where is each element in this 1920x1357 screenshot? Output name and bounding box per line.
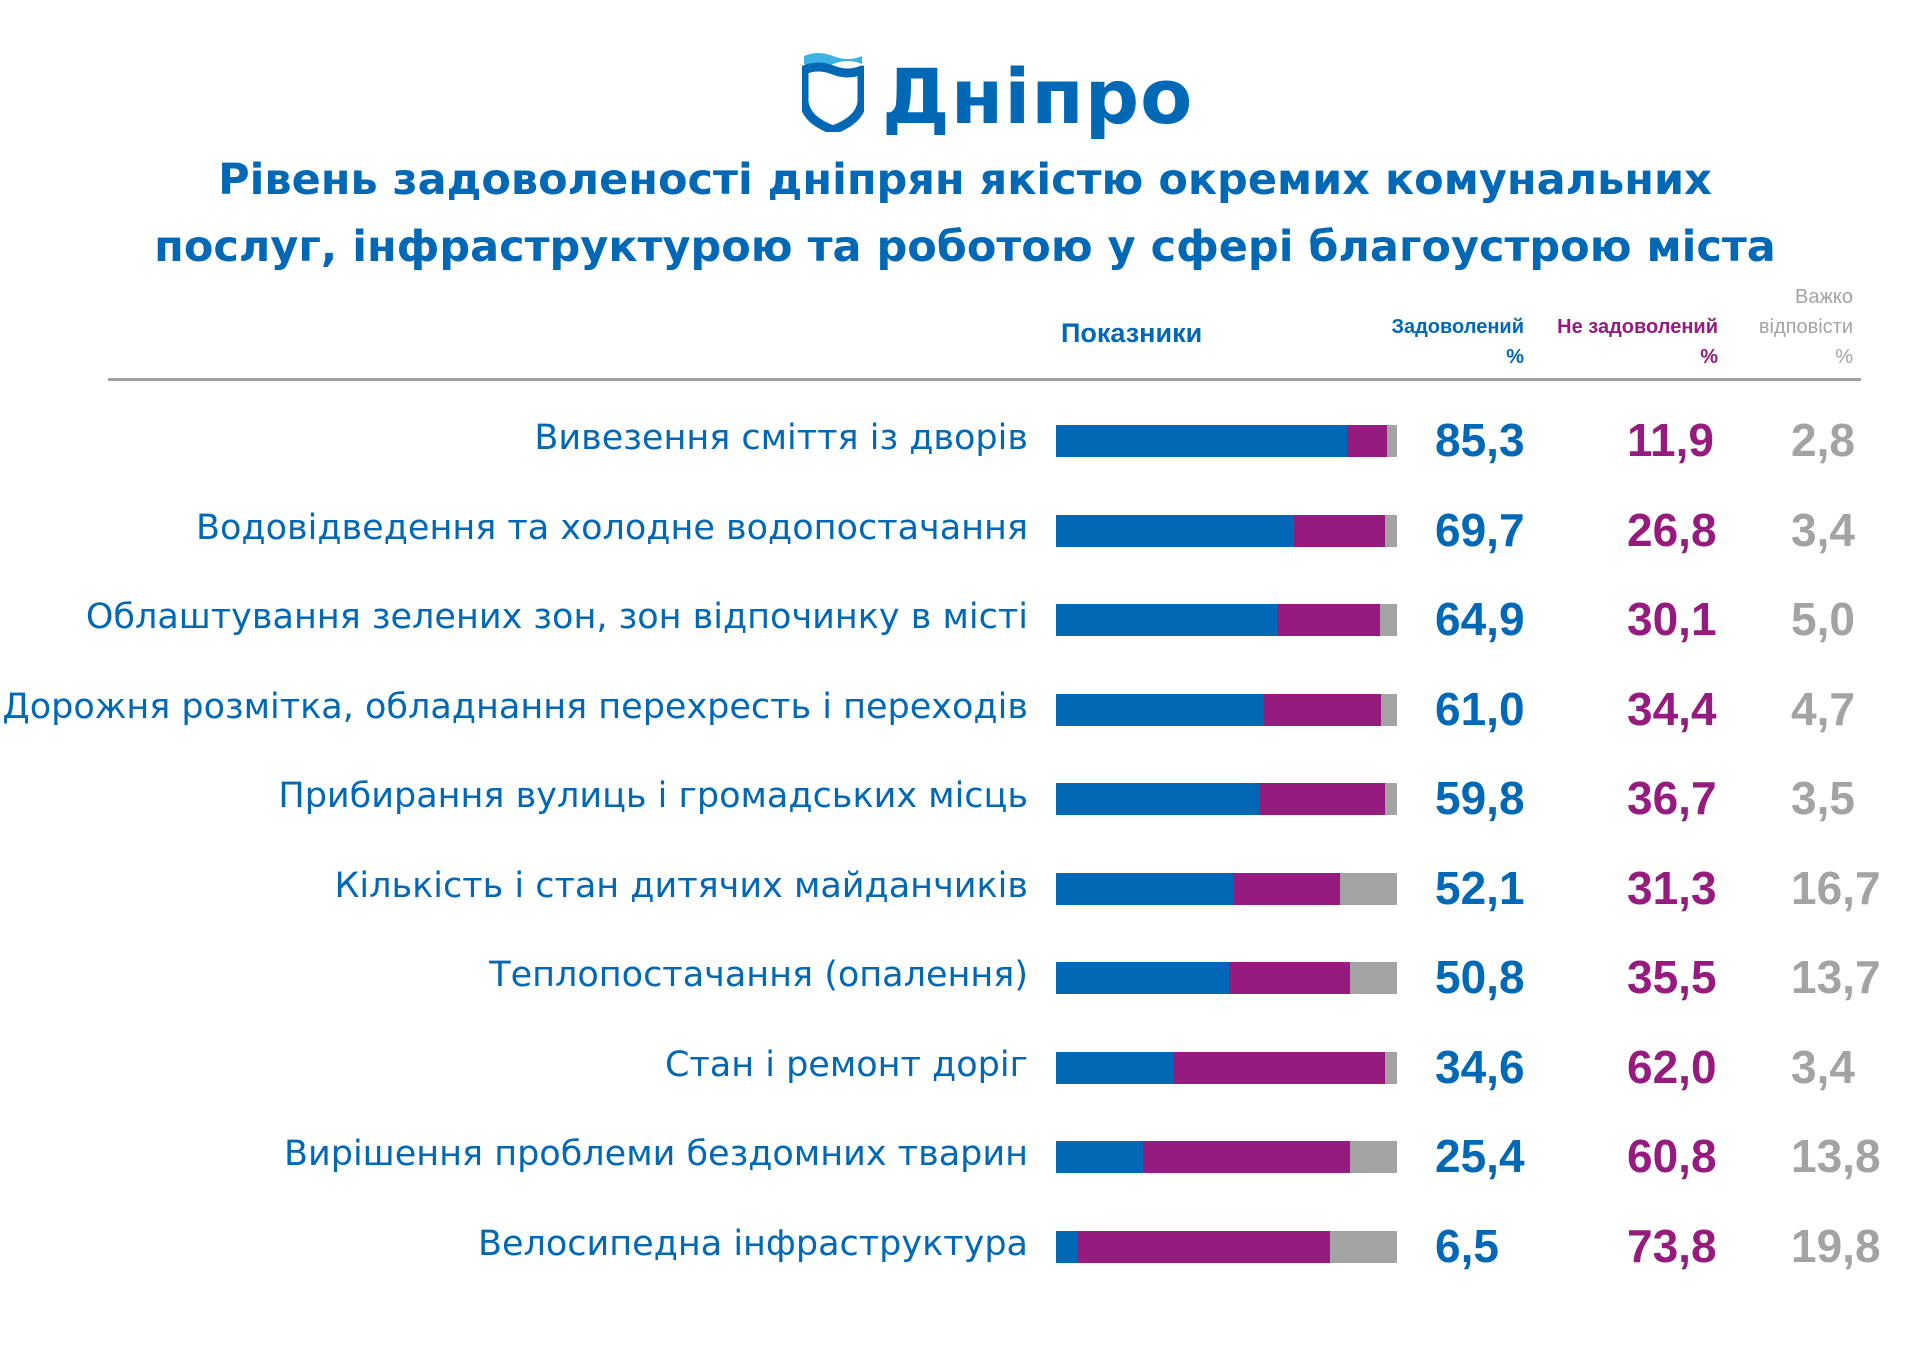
bar-segment-unsatisfied (1346, 425, 1388, 457)
stacked-bar (1056, 783, 1397, 815)
chart-title-line-1: Рівень задоволеності дніпрян якістю окре… (218, 155, 1712, 205)
bar-segment-satisfied (1056, 1230, 1079, 1263)
data-label-satisfied: 50,8 (1435, 951, 1525, 1003)
data-label-satisfied: 85,3 (1435, 414, 1525, 466)
category-label: Кількість і стан дитячих майданчиків (334, 865, 1028, 906)
data-label-hard-to-answer: 13,8 (1791, 1130, 1881, 1182)
column-header-unsatisfied: Не задоволений % (1557, 312, 1718, 372)
column-header-hard-to-answer: Важко відповісти % (1759, 282, 1853, 372)
bar-segment-hard-to-answer (1387, 425, 1397, 457)
data-label-hard-to-answer: 3,4 (1791, 503, 1855, 556)
data-label-satisfied: 59,8 (1435, 772, 1525, 824)
bar-segment-unsatisfied (1277, 604, 1380, 636)
dnipro-shield-logo-icon (802, 53, 864, 132)
bar-segment-satisfied (1056, 1051, 1174, 1084)
bar-segment-satisfied (1056, 1141, 1143, 1173)
data-label-satisfied: 64,9 (1435, 593, 1525, 645)
column-header-hard-name-line-2: відповісти (1758, 316, 1853, 338)
bar-segment-hard-to-answer (1340, 872, 1397, 905)
category-label: Стан і ремонт доріг (664, 1044, 1028, 1085)
bar-segment-unsatisfied (1263, 693, 1381, 726)
bar-segment-hard-to-answer (1379, 604, 1397, 636)
bar-segment-unsatisfied (1259, 783, 1386, 815)
data-label-satisfied: 52,1 (1435, 861, 1525, 914)
data-label-unsatisfied: 26,8 (1627, 503, 1717, 556)
data-label-hard-to-answer: 2,8 (1791, 414, 1855, 466)
bar-segment-satisfied (1056, 872, 1234, 905)
stacked-bar (1056, 604, 1397, 636)
bar-segment-hard-to-answer (1349, 1141, 1397, 1173)
bar-segment-hard-to-answer (1385, 1051, 1397, 1084)
data-label-unsatisfied: 30,1 (1627, 593, 1717, 645)
category-label: Вивезення сміття із дворів (534, 418, 1028, 458)
bar-segment-satisfied (1056, 962, 1230, 994)
data-label-hard-to-answer: 3,4 (1791, 1040, 1855, 1093)
column-header-unsatisfied-unit: % (1700, 346, 1718, 368)
data-label-unsatisfied: 62,0 (1627, 1040, 1717, 1093)
data-label-unsatisfied: 60,8 (1627, 1130, 1717, 1182)
bar-segment-hard-to-answer (1385, 514, 1397, 547)
column-header-unsatisfied-name: Не задоволений (1557, 316, 1718, 338)
data-label-hard-to-answer: 3,5 (1791, 772, 1855, 824)
stacked-bar (1056, 693, 1397, 726)
data-label-satisfied: 34,6 (1435, 1040, 1525, 1093)
bar-segment-hard-to-answer (1329, 1230, 1397, 1263)
category-label: Вирішення проблеми бездомних тварин (283, 1134, 1028, 1174)
bar-segment-unsatisfied (1229, 962, 1351, 994)
stacked-bar (1056, 1051, 1397, 1084)
data-label-hard-to-answer: 16,7 (1791, 861, 1881, 914)
data-label-satisfied: 61,0 (1435, 682, 1525, 735)
chart-title-line-2: послуг, інфраструктурою та роботою у сфе… (154, 222, 1776, 272)
stacked-bar (1056, 1141, 1397, 1173)
bar-segment-hard-to-answer (1385, 783, 1397, 815)
data-label-satisfied: 25,4 (1435, 1130, 1525, 1182)
data-label-unsatisfied: 11,9 (1627, 414, 1714, 466)
category-label: Водовідведення та холодне водопостачання (195, 507, 1028, 548)
bar-segment-satisfied (1056, 783, 1260, 815)
bar-segment-unsatisfied (1173, 1051, 1386, 1084)
data-label-satisfied: 69,7 (1435, 503, 1525, 556)
data-label-hard-to-answer: 19,8 (1791, 1219, 1881, 1272)
category-label: Облаштування зелених зон, зон відпочинку… (85, 597, 1028, 637)
bar-segment-unsatisfied (1233, 872, 1341, 905)
bar-segment-unsatisfied (1142, 1141, 1350, 1173)
category-label: Прибирання вулиць і громадських місць (278, 776, 1028, 816)
data-label-unsatisfied: 36,7 (1627, 772, 1717, 824)
bar-segment-hard-to-answer (1350, 962, 1397, 994)
bar-segment-unsatisfied (1078, 1230, 1330, 1263)
column-header-hard-unit: % (1835, 346, 1853, 368)
header-divider (108, 378, 1861, 381)
data-label-hard-to-answer: 4,7 (1791, 682, 1855, 735)
stacked-bar (1056, 1230, 1397, 1263)
stacked-bar (1056, 962, 1397, 994)
data-label-unsatisfied: 34,4 (1627, 682, 1717, 735)
bar-segment-satisfied (1056, 604, 1278, 636)
category-header: Показники (1061, 318, 1203, 348)
bar-segment-satisfied (1056, 693, 1264, 726)
stacked-bar (1056, 514, 1397, 547)
bar-segment-satisfied (1056, 425, 1347, 457)
column-header-satisfied-name: Задоволений (1391, 316, 1524, 338)
column-header-satisfied-unit: % (1506, 346, 1524, 368)
category-label: Велосипедна інфраструктура (477, 1223, 1028, 1264)
bar-segment-satisfied (1056, 514, 1294, 547)
column-header-hard-name-line-1: Важко (1795, 286, 1853, 308)
logo-text: Дніпро (882, 52, 1194, 141)
data-label-unsatisfied: 35,5 (1627, 951, 1717, 1003)
stacked-bar (1056, 425, 1397, 457)
data-label-satisfied: 6,5 (1435, 1219, 1499, 1272)
category-label: Дорожня розмітка, обладнання перехресть … (2, 686, 1028, 727)
data-label-unsatisfied: 31,3 (1627, 861, 1717, 914)
column-header-satisfied: Задоволений % (1391, 312, 1524, 372)
data-label-hard-to-answer: 13,7 (1791, 951, 1881, 1003)
bar-segment-unsatisfied (1293, 514, 1386, 547)
data-label-unsatisfied: 73,8 (1627, 1219, 1717, 1272)
data-label-hard-to-answer: 5,0 (1791, 593, 1855, 645)
stacked-bar (1056, 872, 1397, 905)
category-label: Теплопостачання (опалення) (489, 955, 1028, 995)
bar-segment-hard-to-answer (1380, 693, 1397, 726)
